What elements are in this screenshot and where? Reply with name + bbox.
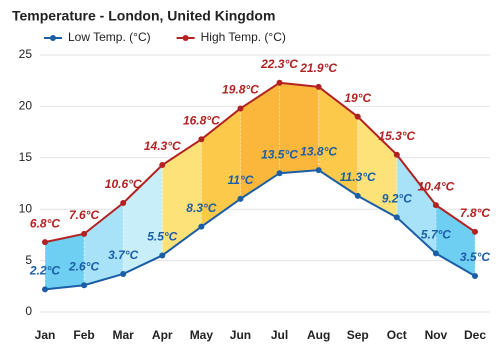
value-label: 14.3°C: [144, 139, 181, 153]
value-label: 15.3°C: [378, 129, 415, 143]
value-label: 9.2°C: [382, 192, 412, 206]
value-label: 5.5°C: [147, 230, 177, 244]
value-label: 22.3°C: [260, 57, 298, 71]
point: [393, 151, 400, 158]
y-tick-label: 25: [19, 47, 33, 61]
value-label: 3.5°C: [460, 250, 490, 264]
y-tick-label: 15: [19, 150, 33, 164]
point: [237, 105, 244, 112]
range-fill: [84, 203, 124, 286]
point: [42, 286, 48, 293]
value-label: 19.8°C: [222, 83, 259, 97]
range-fill: [396, 154, 436, 254]
point: [120, 270, 127, 277]
value-label: 21.9°C: [299, 61, 337, 75]
x-tick-label: Jun: [230, 328, 251, 342]
point: [198, 136, 205, 143]
point: [237, 195, 244, 202]
point: [81, 230, 88, 237]
range-fill: [357, 116, 397, 218]
point: [354, 113, 361, 120]
point: [159, 161, 166, 168]
point: [198, 223, 205, 230]
x-tick-label: Aug: [307, 328, 330, 342]
point: [393, 214, 400, 221]
value-label: 7.6°C: [69, 208, 99, 222]
value-label: 13.5°C: [261, 147, 298, 161]
series-line: [44, 81, 476, 244]
value-label: 16.8°C: [183, 113, 220, 127]
value-label: 19°C: [344, 91, 371, 105]
value-label: 2.6°C: [68, 259, 99, 273]
value-label: 10.4°C: [417, 179, 454, 193]
x-tick-label: Jul: [271, 328, 288, 342]
value-label: 10.6°C: [105, 177, 142, 191]
value-label: 11.3°C: [340, 170, 376, 184]
value-label: 3.7°C: [108, 248, 138, 262]
point: [315, 167, 322, 174]
range-fill: [318, 86, 358, 196]
x-tick-label: May: [190, 328, 214, 342]
value-label: 11°C: [227, 173, 253, 187]
x-tick-label: Apr: [152, 328, 173, 342]
legend-label: Low Temp. (°C): [68, 30, 151, 44]
x-tick-label: Oct: [387, 328, 407, 342]
range-fill: [240, 82, 280, 199]
value-label: 8.3°C: [186, 201, 216, 215]
point: [432, 250, 439, 257]
point: [315, 83, 322, 90]
y-tick-label: 0: [25, 304, 32, 318]
range-fill: [45, 233, 85, 290]
x-tick-label: Mar: [113, 328, 135, 342]
point: [472, 273, 478, 280]
legend-marker: [182, 35, 189, 41]
range-fill: [123, 164, 163, 274]
point: [276, 79, 283, 86]
legend-marker: [50, 35, 56, 41]
y-tick-label: 20: [19, 99, 33, 113]
value-label: 2.2°C: [29, 264, 60, 278]
range-fill: [201, 108, 241, 227]
legend-label: High Temp. (°C): [201, 30, 286, 44]
point: [120, 200, 127, 207]
point: [276, 170, 283, 177]
chart-title: Temperature - London, United Kingdom: [12, 8, 275, 24]
value-label: 13.8°C: [300, 144, 337, 158]
y-tick-label: 10: [19, 201, 33, 215]
x-tick-label: Sep: [347, 328, 369, 342]
value-label: 6.8°C: [30, 216, 60, 230]
point: [432, 202, 439, 209]
x-tick-label: Feb: [73, 328, 94, 342]
point: [81, 282, 88, 289]
x-tick-label: Dec: [464, 328, 486, 342]
x-tick-label: Nov: [425, 328, 448, 342]
point: [159, 252, 166, 259]
value-label: 5.7°C: [421, 228, 451, 242]
series-line: [44, 169, 476, 291]
x-tick-label: Jan: [35, 328, 56, 342]
point: [354, 192, 361, 199]
point: [42, 239, 48, 246]
range-fill: [279, 82, 319, 174]
range-fill: [162, 139, 202, 256]
point: [472, 228, 478, 235]
value-label: 7.8°C: [460, 206, 490, 220]
y-tick-label: 5: [25, 253, 32, 267]
